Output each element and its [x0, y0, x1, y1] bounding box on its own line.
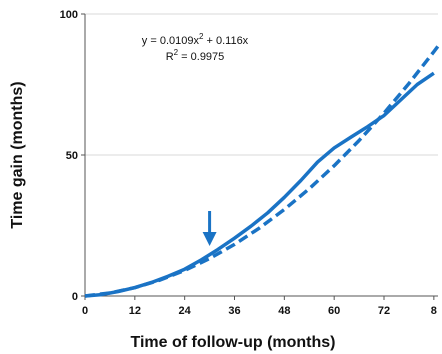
- x-tick-label: 60: [328, 305, 340, 317]
- x-tick-label: 8: [431, 305, 437, 317]
- x-tick-label: 0: [82, 305, 88, 317]
- fitted-curve-dashed: [84, 45, 440, 298]
- axes: [81, 13, 438, 300]
- r-squared-label: R2 = 0.9975: [166, 48, 225, 63]
- r-squared-prefix: R: [166, 51, 174, 63]
- x-tick-label: 12: [129, 305, 141, 317]
- x-tick-label: 36: [228, 305, 240, 317]
- x-axis-title: Time of follow-up (months): [130, 334, 335, 351]
- annotation-arrow: [202, 211, 217, 246]
- grid-lines: [85, 13, 438, 156]
- equation-label: y = 0.0109x2 + 0.116x: [142, 32, 249, 47]
- equation-superscript: 2: [199, 32, 204, 41]
- x-tick-label: 48: [278, 305, 290, 317]
- r-squared-superscript: 2: [174, 48, 179, 57]
- y-tick-label: 100: [60, 9, 78, 21]
- tick-labels: 0 50 100 0 12 24 36 48 60 72 8: [60, 9, 437, 317]
- observed-curve-solid: [84, 71, 435, 298]
- equation-part-2: + 0.116x: [203, 35, 248, 47]
- x-tick-label: 24: [179, 305, 192, 317]
- equation-part-1: y = 0.0109x: [142, 35, 200, 47]
- r-squared-value: = 0.9975: [178, 51, 224, 63]
- y-axis-title: Time gain (months): [9, 81, 26, 228]
- y-tick-label: 50: [66, 150, 78, 162]
- arrow-head: [202, 232, 217, 246]
- x-tick-label: 72: [378, 305, 390, 317]
- series-layer: [84, 45, 440, 298]
- y-tick-label: 0: [72, 291, 78, 303]
